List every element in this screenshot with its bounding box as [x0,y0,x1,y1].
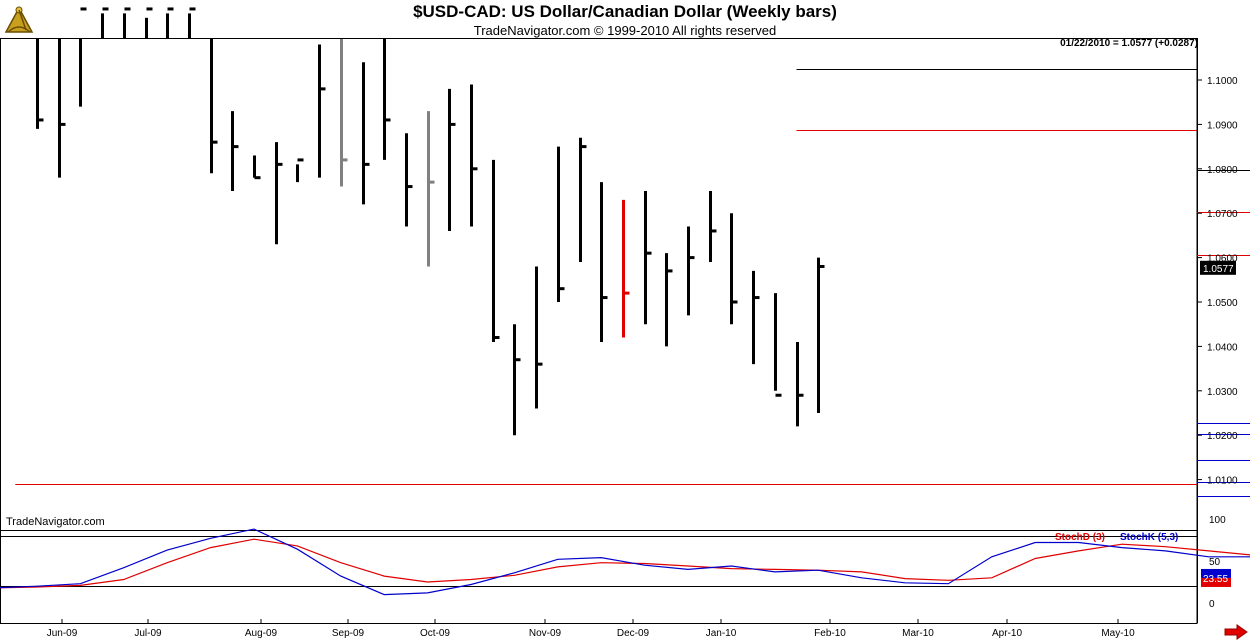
price-tick-label: 1.0600 [1207,254,1238,265]
plot-frame [0,38,1198,624]
stoch-tick-label: 50 [1209,557,1221,568]
last-price-label: 1.0577 [1203,264,1234,275]
stoch-tick-label: 100 [1209,515,1226,526]
time-tick-label: Oct-09 [420,628,450,639]
right-arrow-icon[interactable] [1224,624,1248,640]
stoch-d-line [0,538,1250,589]
chart-title: $USD-CAD: US Dollar/Canadian Dollar (Wee… [413,2,837,21]
chart-subtitle: TradeNavigator.com © 1999-2010 All right… [473,23,777,38]
stochastic-panel: 100 50 0 23.55 [0,515,1250,610]
price-bars [36,7,825,436]
stoch-tick-label: 0 [1209,599,1215,610]
stoch-last-value: 23.55 [1203,574,1228,585]
last-price-box [1200,260,1236,275]
time-tick-label: Dec-09 [617,628,650,639]
price-tick-label: 1.0700 [1207,209,1238,220]
price-tick-label: 1.0100 [1207,476,1238,487]
last-quote: 01/22/2010 = 1.0577 (+0.0287) [1060,38,1198,49]
time-tick-label: Aug-09 [245,628,278,639]
time-tick-label: Jun-09 [47,628,78,639]
price-tick-label: 1.1000 [1207,76,1238,87]
time-tick-label: Jul-09 [134,628,162,639]
time-tick-label: Feb-10 [814,628,846,639]
price-tick-label: 1.0300 [1207,387,1238,398]
time-tick-label: Nov-09 [529,628,562,639]
stoch-k-value-box [1201,568,1231,578]
sextant-logo-icon[interactable] [2,2,36,36]
price-tick-label: 1.0500 [1207,298,1238,309]
time-tick-label: Apr-10 [992,628,1022,639]
price-axis: 1.1000 1.0900 1.0800 1.0700 1.0600 1.0500 1.04… [1197,76,1238,487]
stoch-k-line [0,528,1250,596]
price-tick-label: 1.0400 [1207,342,1238,353]
legend-stoch-k: StochK (5,3) [1120,532,1179,543]
price-tick-label: 1.0800 [1207,165,1238,176]
price-tick-label: 1.0200 [1207,431,1238,442]
time-tick-label: Mar-10 [902,628,934,639]
watermark-text: TradeNavigator.com [6,516,105,528]
legend-stoch-d: StochD (3) [1055,532,1105,543]
price-tick-label: 1.0900 [1207,120,1238,131]
time-axis: Jun-09 Jul-09 Aug-09 Sep-09 Oct-09 Nov-09 Dec-… [47,619,1135,639]
time-tick-label: May-10 [1101,628,1135,639]
time-tick-label: Jan-10 [706,628,737,639]
time-tick-label: Sep-09 [332,628,365,639]
stoch-d-value-box [1201,577,1231,587]
